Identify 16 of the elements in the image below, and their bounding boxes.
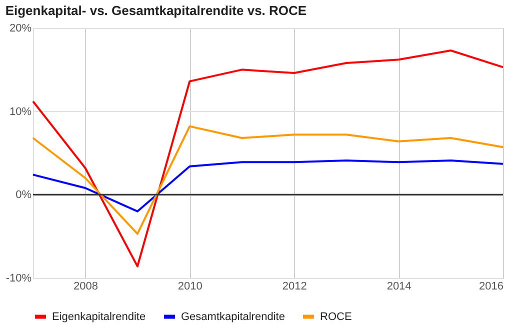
x-tick-label: 2014	[386, 280, 412, 292]
y-tick-label: -10%	[6, 272, 32, 284]
chart-title: Eigenkapital- vs. Gesamtkapitalrendite vs. ROCE	[5, 3, 307, 18]
y-tick-label: 20%	[9, 22, 32, 34]
line-series	[32, 125, 504, 235]
line-series	[32, 160, 504, 212]
legend-label: ROCE	[320, 310, 352, 323]
x-tick-label: 2008	[73, 280, 98, 292]
line-series	[32, 50, 504, 268]
x-tick-label: 2010	[178, 280, 202, 292]
legend-label: Gesamtkapitalrendite	[181, 310, 285, 323]
x-tick-label: 2016	[479, 280, 504, 292]
legend-label: Eigenkapitalrendite	[52, 310, 146, 323]
y-tick-label: 0%	[16, 189, 32, 202]
x-tick-label: 2012	[282, 280, 307, 292]
y-tick-label: 10%	[9, 106, 32, 118]
